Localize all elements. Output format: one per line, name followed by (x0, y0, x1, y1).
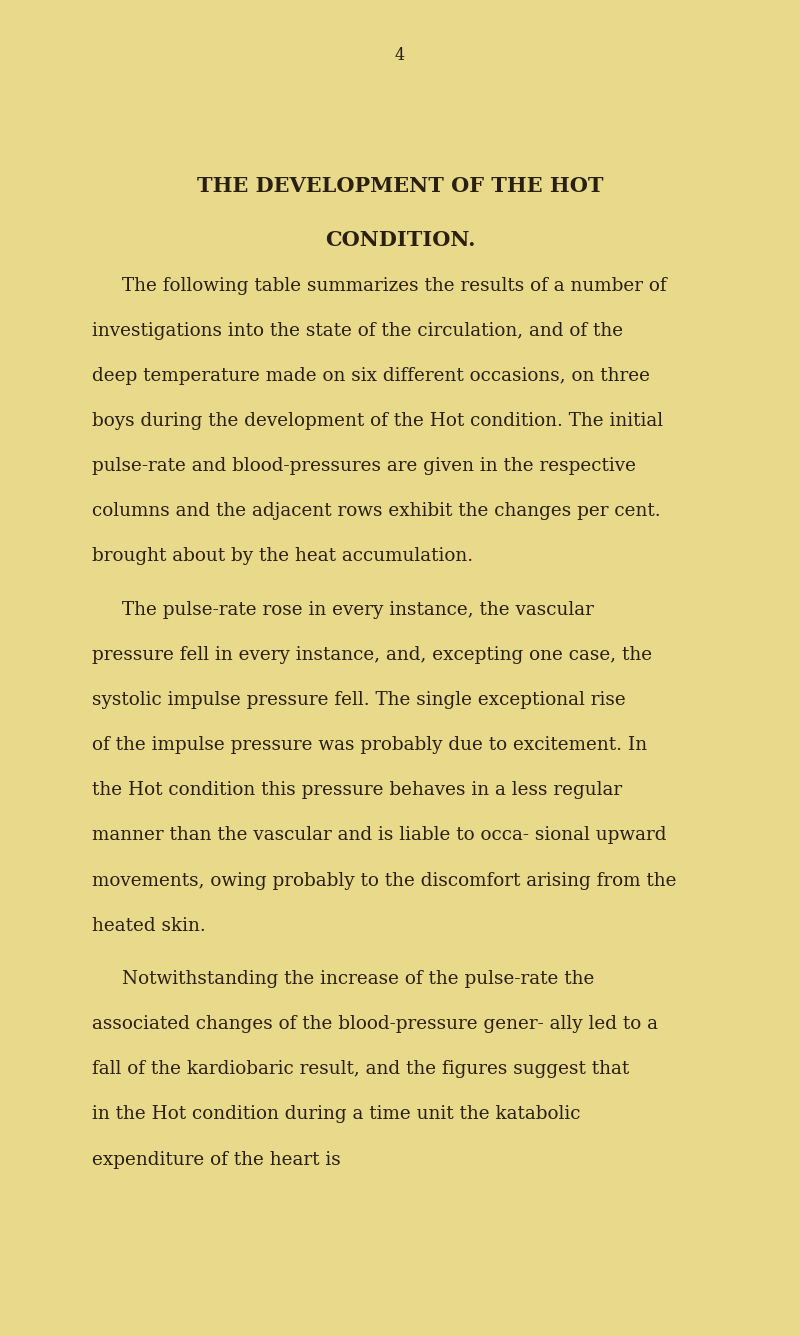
Text: deep temperature made on six different occasions, on three: deep temperature made on six different o… (92, 367, 650, 385)
Text: manner than the vascular and is liable to occa- sional upward: manner than the vascular and is liable t… (92, 827, 666, 844)
Text: the Hot condition this pressure behaves in a less regular: the Hot condition this pressure behaves … (92, 782, 622, 799)
Text: systolic impulse pressure fell. The single exceptional rise: systolic impulse pressure fell. The sing… (92, 691, 626, 709)
Text: in the Hot condition during a time unit the katabolic: in the Hot condition during a time unit … (92, 1105, 581, 1124)
Text: movements, owing probably to the discomfort arising from the: movements, owing probably to the discomf… (92, 871, 677, 890)
Text: THE DEVELOPMENT OF THE HOT: THE DEVELOPMENT OF THE HOT (197, 176, 603, 196)
Text: expenditure of the heart is: expenditure of the heart is (92, 1150, 341, 1169)
Text: associated changes of the blood-pressure gener- ally led to a: associated changes of the blood-pressure… (92, 1015, 658, 1033)
Text: fall of the kardiobaric result, and the figures suggest that: fall of the kardiobaric result, and the … (92, 1061, 630, 1078)
Text: investigations into the state of the circulation, and of the: investigations into the state of the cir… (92, 322, 623, 339)
Text: pulse-rate and blood-pressures are given in the respective: pulse-rate and blood-pressures are given… (92, 457, 636, 476)
Text: heated skin.: heated skin. (92, 916, 206, 935)
Text: The following table summarizes the results of a number of: The following table summarizes the resul… (122, 277, 667, 294)
Text: boys during the development of the Hot condition. The initial: boys during the development of the Hot c… (92, 411, 663, 430)
Text: CONDITION.: CONDITION. (325, 230, 475, 250)
Text: Notwithstanding the increase of the pulse-rate the: Notwithstanding the increase of the puls… (122, 970, 594, 987)
Text: The pulse-rate rose in every instance, the vascular: The pulse-rate rose in every instance, t… (122, 601, 594, 619)
Text: columns and the adjacent rows exhibit the changes per cent.: columns and the adjacent rows exhibit th… (92, 502, 661, 520)
Text: brought about by the heat accumulation.: brought about by the heat accumulation. (92, 548, 473, 565)
Text: pressure fell in every instance, and, excepting one case, the: pressure fell in every instance, and, ex… (92, 645, 652, 664)
Text: 4: 4 (395, 47, 405, 64)
Text: of the impulse pressure was probably due to excitement. In: of the impulse pressure was probably due… (92, 736, 647, 754)
